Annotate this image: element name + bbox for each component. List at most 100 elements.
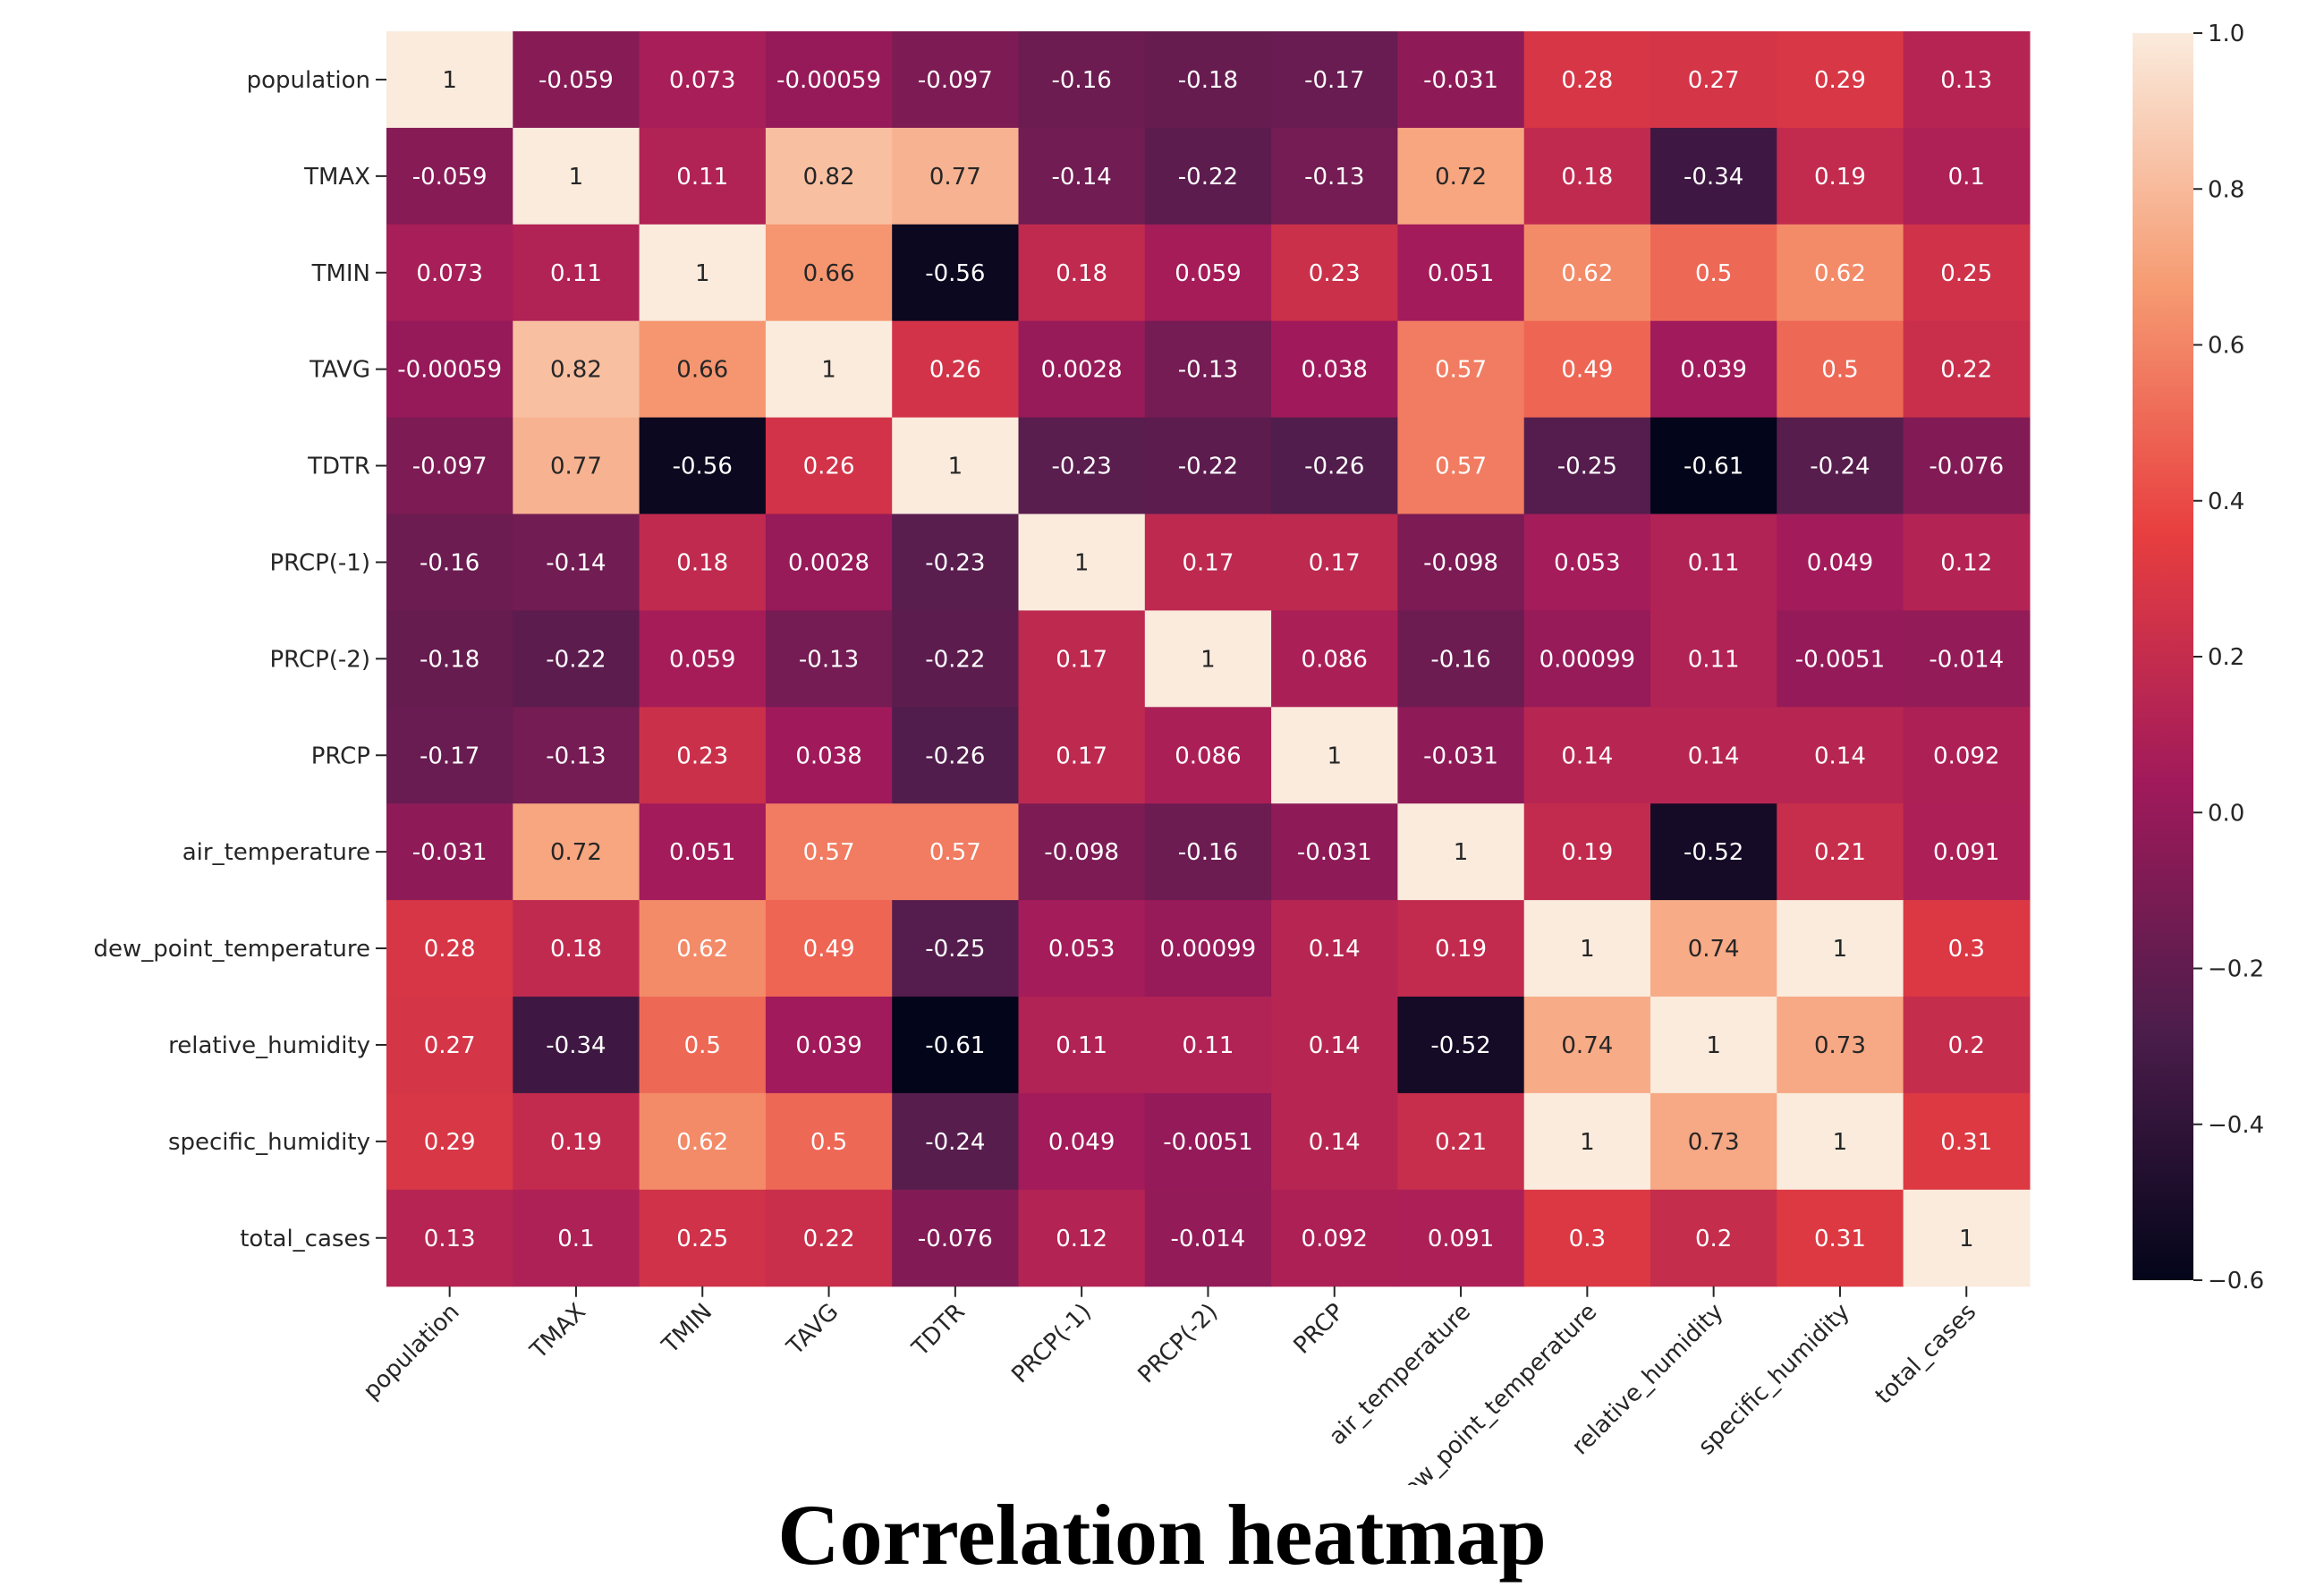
cell-value-label: 1 <box>1580 1129 1595 1156</box>
heatmap-cell <box>1144 707 1272 804</box>
cell-value-label: -0.031 <box>1423 743 1498 769</box>
heatmap-cell <box>892 417 1020 515</box>
row-labels: population TMAX TMIN TAVG TDTR PRCP(-1) PRCP(-… <box>94 67 386 1252</box>
heatmap-cell <box>1397 997 1525 1094</box>
heatmap-cell <box>639 997 767 1094</box>
cell-value-label: 0.053 <box>1048 936 1115 963</box>
cell-value-label: 0.25 <box>1940 260 1992 287</box>
cell-value-label: -0.098 <box>1423 549 1498 576</box>
heatmap-cell <box>513 610 640 708</box>
cell-value-label: 0.19 <box>550 1129 602 1156</box>
heatmap-cell <box>1777 127 1904 225</box>
cell-value-label: 0.66 <box>803 260 855 287</box>
heatmap-cell <box>1271 31 1398 129</box>
cell-value-label: 0.086 <box>1175 743 1241 769</box>
heatmap-cell <box>892 514 1020 611</box>
cell-value-label: -0.097 <box>412 454 488 480</box>
cell-value-label: 1 <box>821 357 836 384</box>
cell-value-label: -0.24 <box>1810 454 1870 480</box>
x-tick-label: PRCP(-1) <box>1006 1298 1097 1388</box>
cell-value-label: -0.34 <box>1684 164 1743 191</box>
heatmap-cell <box>1523 997 1651 1094</box>
correlation-heatmap: 1 -0.059 0.073 -0.00059 -0.097 -0.16 -0.18 -0.1… <box>94 21 2265 1485</box>
heatmap-cell <box>765 224 893 322</box>
cell-value-label: 0.18 <box>1561 164 1613 191</box>
cell-value-label: 0.62 <box>1814 260 1866 287</box>
heatmap-cell <box>513 224 640 322</box>
cell-value-label: 0.62 <box>676 1129 728 1156</box>
heatmap-cell <box>1777 610 1904 708</box>
heatmap-cell <box>1271 127 1398 225</box>
heatmap-cell <box>765 997 893 1094</box>
x-tick-label: TDTR <box>906 1298 970 1362</box>
heatmap-cell <box>1397 514 1525 611</box>
heatmap-cell <box>1523 127 1651 225</box>
cell-value-label: -0.52 <box>1684 839 1743 866</box>
cell-value-label: -0.34 <box>546 1032 606 1059</box>
cell-value-label: -0.098 <box>1044 839 1119 866</box>
cell-value-label: 0.18 <box>676 549 728 576</box>
heatmap-cell <box>1018 610 1146 708</box>
heatmap-cell <box>1523 1092 1651 1191</box>
heatmap-cell <box>639 707 767 804</box>
cell-value-label: -0.031 <box>412 839 488 866</box>
y-tick-label: TDTR <box>307 454 370 480</box>
heatmap-cell <box>1903 1092 2031 1191</box>
heatmap-cell <box>892 900 1020 998</box>
heatmap-cell <box>1397 707 1525 804</box>
cell-value-label: -0.56 <box>673 454 733 480</box>
heatmap-cell <box>513 1092 640 1191</box>
cell-value-label: 1 <box>1706 1032 1721 1059</box>
cell-value-label: 0.73 <box>1688 1129 1740 1156</box>
heatmap-cell <box>765 320 893 419</box>
y-tick-label: air_temperature <box>182 839 370 866</box>
heatmap-cell <box>1777 997 1904 1094</box>
colorbar-gradient <box>2133 33 2193 1280</box>
cell-value-label: 0.27 <box>1688 67 1740 94</box>
cell-value-label: -0.13 <box>1304 164 1364 191</box>
heatmap-cell <box>386 610 513 708</box>
heatmap-cell <box>1523 31 1651 129</box>
heatmap-cell <box>1777 1092 1904 1191</box>
colorbar-tick-label: 0.0 <box>2208 800 2244 827</box>
cell-value-label: 0.1 <box>1948 164 1985 191</box>
heatmap-cell <box>765 127 893 225</box>
cell-value-label: 1 <box>1580 936 1595 963</box>
heatmap-cell <box>1650 1092 1777 1191</box>
cell-value-label: -0.17 <box>420 743 479 769</box>
cell-value-label: 1 <box>1959 1226 1974 1252</box>
cell-value-label: -0.059 <box>539 67 614 94</box>
heatmap-cell <box>1271 320 1398 419</box>
cell-value-label: -0.16 <box>1430 646 1490 673</box>
y-tick-label: PRCP(-2) <box>270 646 371 673</box>
cell-value-label: 0.00099 <box>1160 936 1257 963</box>
heatmap-cell <box>892 1189 1020 1287</box>
heatmap-cell <box>1650 900 1777 998</box>
heatmap-cell <box>1271 1092 1398 1191</box>
cell-value-label: 0.18 <box>550 936 602 963</box>
heatmap-cell <box>892 1092 1020 1191</box>
heatmap-cell <box>386 900 513 998</box>
cell-value-label: 0.77 <box>929 164 981 191</box>
heatmap-cell <box>513 514 640 611</box>
x-tick-label: TMAX <box>525 1298 591 1364</box>
cell-value-label: 0.13 <box>424 1226 476 1252</box>
cell-value-label: 0.11 <box>1688 646 1740 673</box>
y-tick-label: PRCP <box>311 743 370 769</box>
heatmap-cell <box>1650 514 1777 611</box>
heatmap-cell <box>1144 320 1272 419</box>
heatmap-cell <box>513 31 640 129</box>
cell-value-label: 1 <box>1454 839 1469 866</box>
cell-value-label: -0.13 <box>1178 357 1238 384</box>
heatmap-cell <box>639 127 767 225</box>
cell-value-label: -0.014 <box>1929 646 2004 673</box>
heatmap-cell <box>1018 900 1146 998</box>
heatmap-cell <box>1650 224 1777 322</box>
cell-value-label: -0.56 <box>925 260 985 287</box>
heatmap-cell <box>1397 31 1525 129</box>
colorbar-tick-label: 0.4 <box>2208 488 2244 515</box>
cell-value-label: 0.23 <box>676 743 728 769</box>
cell-value-label: 0.051 <box>1428 260 1494 287</box>
cell-value-label: 0.14 <box>1309 1129 1361 1156</box>
heatmap-cell <box>1271 1189 1398 1287</box>
